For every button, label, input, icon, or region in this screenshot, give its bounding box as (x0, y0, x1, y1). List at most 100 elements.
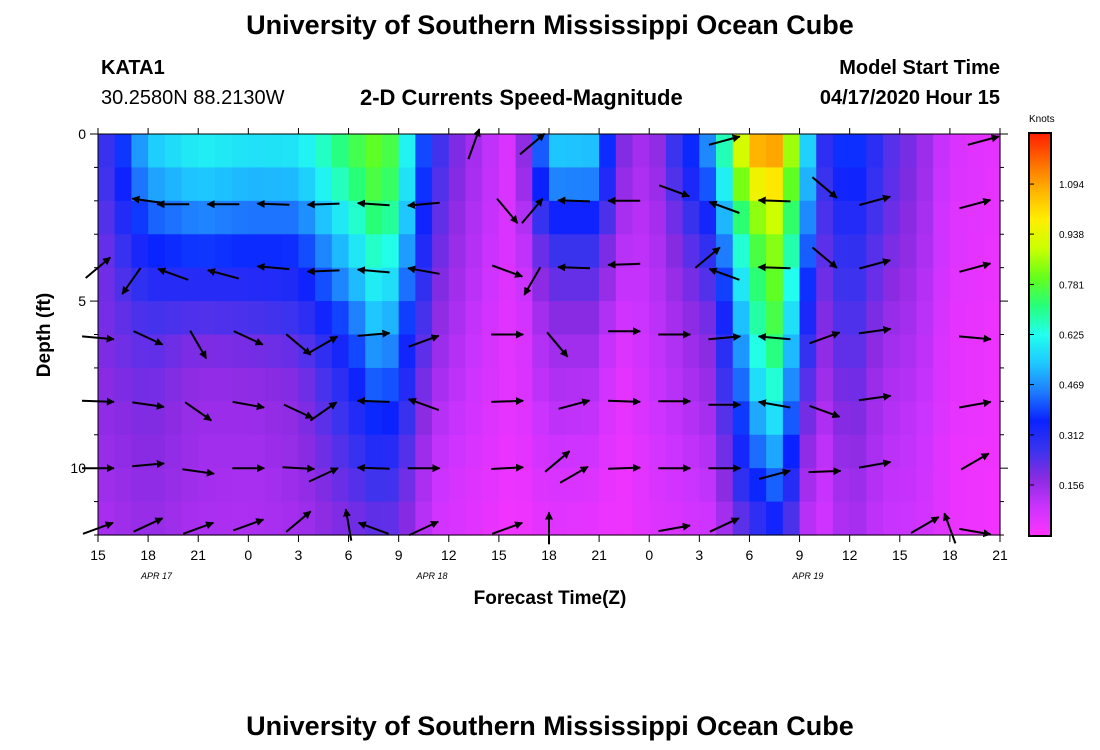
current-vector (132, 460, 165, 469)
heatmap-cell (415, 301, 433, 336)
heatmap-cell (682, 167, 700, 202)
heatmap-cell (916, 167, 934, 202)
heatmap-cell (415, 200, 433, 235)
heatmap-cell (732, 501, 751, 536)
heatmap-cell (114, 501, 132, 536)
current-vector (910, 516, 940, 534)
heatmap-cell (498, 434, 517, 469)
heatmap-cell (214, 234, 233, 269)
current-vector (407, 265, 440, 275)
heatmap-cell (849, 434, 867, 469)
heatmap-cell (365, 267, 383, 302)
current-vector (757, 196, 791, 205)
heatmap-cell (799, 501, 817, 536)
colorbar-tick-label: 0.469 (1059, 381, 1084, 392)
heatmap-cell (782, 334, 801, 369)
heatmap-cell (114, 234, 132, 269)
heatmap-cell (899, 267, 918, 302)
current-vector (133, 517, 164, 533)
heatmap-cell (265, 468, 283, 503)
heatmap-cell (866, 167, 884, 202)
heatmap-cell (465, 234, 483, 269)
heatmap-cell (131, 434, 149, 469)
heatmap-cell (265, 234, 283, 269)
heatmap-cell (98, 468, 116, 503)
heatmap-cell (966, 200, 984, 235)
current-vector (157, 267, 189, 281)
colorbar-tick-label: 0.625 (1059, 331, 1084, 342)
x-tick-label: 15 (90, 547, 106, 563)
heatmap-cell (899, 134, 918, 169)
heatmap-cell (164, 167, 183, 202)
heatmap-cell (582, 367, 600, 402)
heatmap-cell (181, 367, 199, 402)
heatmap-cell (649, 167, 667, 202)
heatmap-cell (532, 367, 550, 402)
heatmap-cell (816, 301, 834, 336)
heatmap-cell (766, 134, 784, 169)
heatmap-cell (599, 367, 617, 402)
heatmap-cell (515, 200, 533, 235)
heatmap-cell (816, 200, 834, 235)
heatmap-cell (966, 401, 984, 436)
heatmap-cell (949, 301, 968, 336)
heatmap-cell (883, 334, 901, 369)
heatmap-cell (615, 134, 634, 169)
heatmap-cell (465, 267, 483, 302)
heatmap-cell (298, 234, 316, 269)
heatmap-cell (699, 200, 717, 235)
heatmap-cell (181, 167, 199, 202)
heatmap-cell (649, 434, 667, 469)
heatmap-cell (832, 334, 851, 369)
current-vector (283, 403, 314, 420)
heatmap-cell (298, 468, 316, 503)
heatmap-cell (649, 334, 667, 369)
heatmap-cell (348, 167, 366, 202)
heatmap-cell (181, 334, 199, 369)
heatmap-cell (983, 267, 1001, 302)
heatmap-cell (98, 134, 116, 169)
heatmap-cell (782, 134, 801, 169)
heatmap-cell (632, 301, 650, 336)
heatmap-cell (749, 167, 767, 202)
heatmap-cell (398, 367, 416, 402)
current-vector (608, 463, 641, 472)
heatmap-cell (265, 401, 283, 436)
heatmap-cell (98, 301, 116, 336)
heatmap-cell (164, 134, 183, 169)
heatmap-cell (331, 134, 350, 169)
heatmap-cell (866, 501, 884, 536)
heatmap-cell (381, 367, 400, 402)
heatmap-cell (866, 367, 884, 402)
heatmap-cell (916, 334, 934, 369)
heatmap-cell (348, 367, 366, 402)
x-tick-label: 15 (491, 547, 507, 563)
date-label: APR 18 (416, 571, 448, 581)
heatmap-cell (498, 267, 517, 302)
heatmap-cell (799, 401, 817, 436)
heatmap-cell (114, 367, 132, 402)
heatmap-cell (315, 167, 333, 202)
heatmap-cell (749, 334, 767, 369)
heatmap-cell (716, 501, 734, 536)
heatmap-cell (482, 468, 500, 503)
heatmap-cell (649, 301, 667, 336)
heatmap-cell (716, 367, 734, 402)
heatmap-cell (933, 200, 951, 235)
heatmap-cell (549, 134, 567, 169)
heatmap-cell (348, 401, 366, 436)
heatmap-cell (432, 134, 450, 169)
heatmap-cell (98, 334, 116, 369)
heatmap-cell (983, 134, 1001, 169)
heatmap-cell (949, 367, 968, 402)
heatmap-cell (632, 200, 650, 235)
heatmap-cell (849, 200, 867, 235)
heatmap-cell (415, 134, 433, 169)
heatmap-cell (749, 234, 767, 269)
heatmap-cell (949, 234, 968, 269)
heatmap-cell (315, 267, 333, 302)
heatmap-cell (198, 301, 216, 336)
heatmap-cell (482, 501, 500, 536)
heatmap-cell (582, 234, 600, 269)
heatmap-cell (849, 134, 867, 169)
